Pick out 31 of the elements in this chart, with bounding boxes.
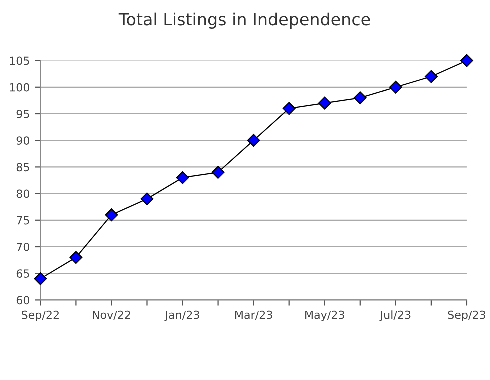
y-tick-label: 80	[16, 190, 30, 198]
y-tick-label: 95	[16, 110, 30, 118]
point	[389, 80, 402, 94]
point	[424, 70, 438, 84]
point	[140, 192, 154, 206]
point	[247, 134, 260, 148]
y-tick-label: 65	[16, 270, 30, 278]
y-tick-label: 75	[17, 216, 30, 225]
point	[354, 92, 367, 104]
x-tick-label: Nov/22	[93, 310, 130, 320]
point	[70, 251, 83, 264]
point	[318, 96, 332, 110]
point	[34, 272, 48, 286]
x-tick-label: Sep/23	[448, 310, 486, 322]
y-tick-label: 70	[17, 242, 30, 252]
y-tick-label: 100	[10, 83, 30, 92]
point	[460, 54, 474, 68]
y-tick-label: 105	[10, 56, 30, 66]
y-tick-label: 60	[16, 296, 30, 305]
y-tick-label: 90	[16, 136, 30, 145]
point	[176, 171, 190, 184]
x-tick-label: Sep/22	[22, 310, 59, 322]
point	[282, 102, 296, 116]
x-tick-label: Jan/23	[164, 310, 200, 322]
x-tick-label: Jul/23	[380, 310, 411, 322]
point	[105, 208, 118, 222]
point	[212, 166, 225, 179]
x-tick-label: May/23	[306, 310, 344, 322]
x-tick-label: Mar/23	[235, 310, 272, 320]
chart-title: Total Listings in Independence	[118, 12, 370, 29]
y-tick-label: 85	[16, 163, 30, 172]
